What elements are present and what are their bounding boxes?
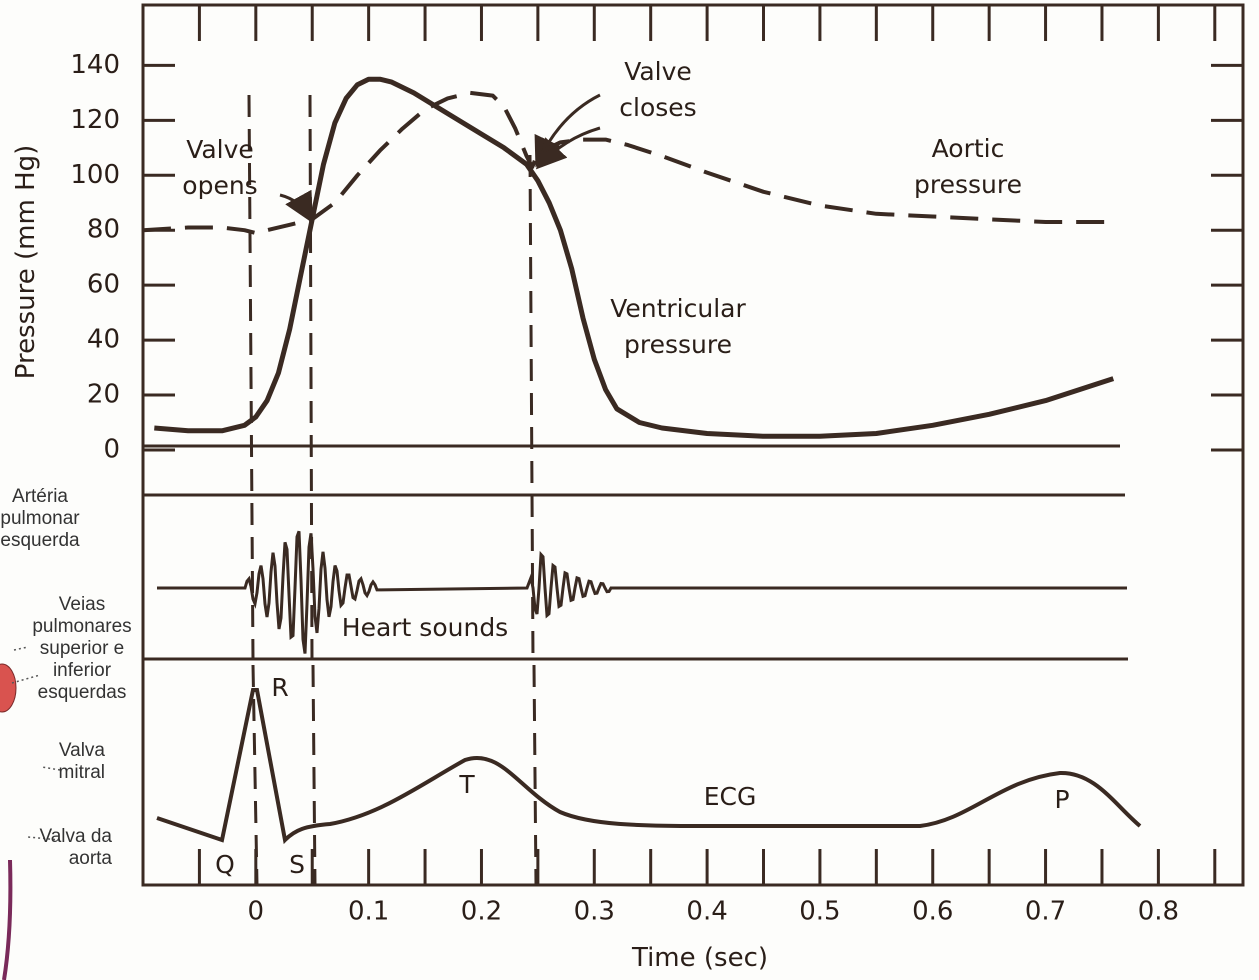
annotation: R: [271, 673, 289, 702]
y-tick-label: 140: [70, 50, 120, 80]
organ-fragment: [2, 859, 13, 980]
annotation: T: [459, 770, 475, 799]
x-tick-label: 0.5: [799, 897, 840, 927]
annotation: Q: [215, 850, 235, 879]
y-tick-label: 0: [103, 435, 120, 465]
event-marker: [251, 664, 259, 886]
event-marker: [247, 94, 255, 661]
side-label: Veias pulmonares superior e inferior esq…: [32, 594, 132, 703]
x-tick-label: 0: [248, 897, 265, 927]
series-line: [142, 90, 1114, 235]
y-tick-label: 20: [87, 380, 120, 410]
x-tick-label: 0.1: [348, 897, 389, 927]
y-tick-label: 120: [70, 105, 120, 135]
x-tick-label: 0.4: [686, 897, 727, 927]
annotation: Valve closes: [619, 57, 697, 122]
organ-fragment: [0, 663, 17, 713]
y-tick-label: 60: [87, 270, 120, 300]
side-label: Artéria pulmonar esquerda: [0, 486, 80, 551]
x-tick-label: 0.7: [1025, 897, 1066, 927]
annotation: Valve opens: [182, 135, 258, 200]
side-label: Valva da aorta: [39, 826, 112, 869]
x-tick-label: 0.8: [1138, 897, 1179, 927]
arrow: [534, 93, 601, 168]
annotation: P: [1054, 785, 1070, 814]
annotation: Heart sounds: [341, 613, 509, 642]
event-marker: [528, 154, 535, 661]
annotation: ECG: [703, 782, 757, 811]
series-label: Ventricular pressure: [610, 294, 746, 359]
x-tick-label: 0.2: [461, 897, 502, 927]
event-marker: [532, 664, 538, 886]
heart-sounds-trace: [157, 530, 1127, 654]
annotation: S: [289, 850, 305, 879]
x-tick-label: 0.6: [912, 897, 953, 927]
series-line: [154, 76, 1115, 439]
event-marker: [311, 664, 317, 886]
x-axis-title: Time (sec): [631, 943, 769, 973]
side-label: Valva mitral: [58, 740, 105, 783]
y-tick-label: 80: [87, 215, 120, 245]
arrow: [279, 189, 313, 224]
x-tick-label: 0.3: [574, 897, 615, 927]
y-tick-label: 100: [70, 160, 120, 190]
y-axis-title: Pressure (mm Hg): [11, 144, 41, 380]
y-tick-label: 40: [87, 325, 120, 355]
ecg-trace: [156, 688, 1142, 845]
event-marker: [308, 94, 314, 661]
series-label: Aortic pressure: [914, 134, 1022, 199]
